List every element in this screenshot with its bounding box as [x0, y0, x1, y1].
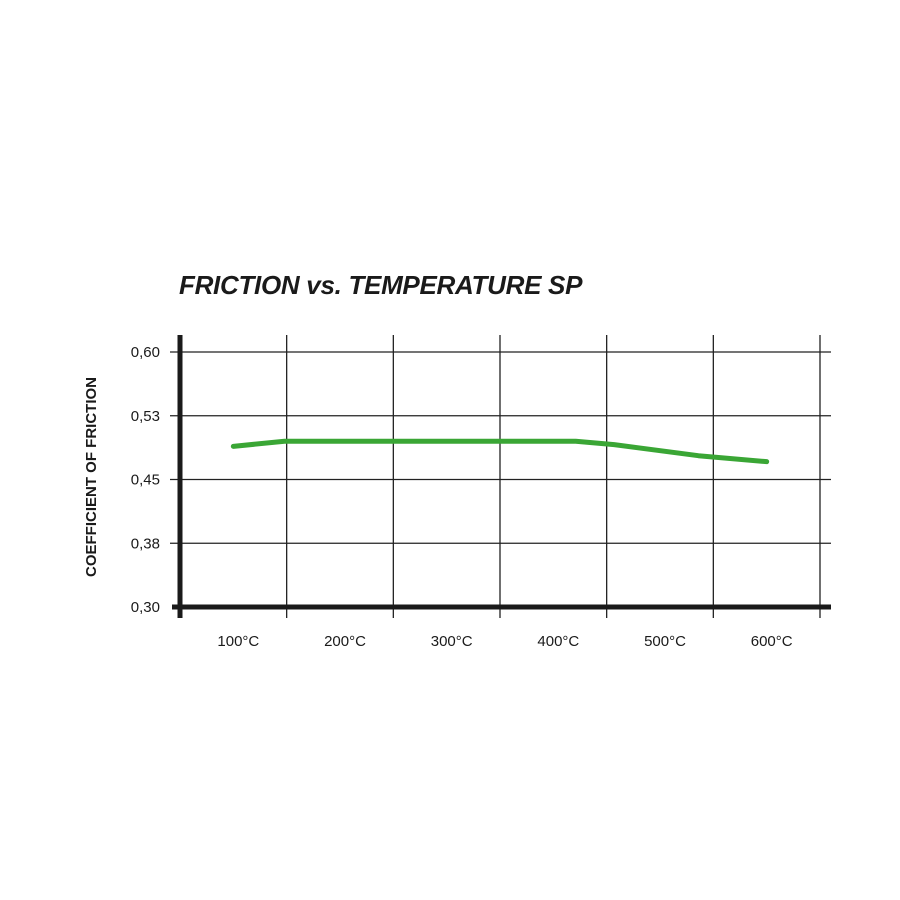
- friction-line: [230, 438, 770, 465]
- x-tick-label: 600°C: [751, 633, 793, 650]
- x-tick-label: 200°C: [324, 633, 366, 650]
- x-tick-label: 500°C: [644, 633, 686, 650]
- labels: 0,30 0,38 0,45 0,53 0,60 100°C 200°C 300°C 400°C…: [131, 344, 793, 650]
- x-tick-label: 100°C: [217, 633, 259, 650]
- y-tick-label: 0,53: [131, 408, 160, 425]
- y-tick-label: 0,30: [131, 599, 160, 616]
- y-tick-label: 0,45: [131, 472, 160, 489]
- y-axis-label: COEFFICIENT OF FRICTION: [83, 377, 100, 577]
- x-tick-label: 300°C: [431, 633, 473, 650]
- series: [230, 438, 770, 465]
- chart-title: FRICTION vs. TEMPERATURE SP: [179, 270, 583, 300]
- y-tick-label: 0,38: [131, 535, 160, 552]
- axes: [172, 335, 831, 618]
- x-tick-label: 400°C: [537, 633, 579, 650]
- y-tick-label: 0,60: [131, 344, 160, 361]
- grid: [170, 335, 831, 618]
